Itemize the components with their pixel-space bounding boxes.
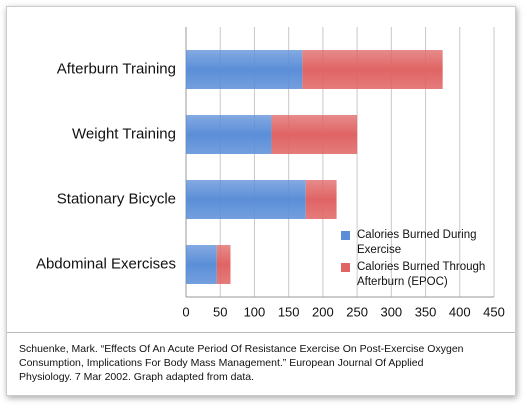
category-label: Weight Training	[72, 125, 176, 142]
bar-segment	[216, 245, 231, 284]
x-tick-label: 0	[182, 304, 189, 319]
source-note: Schuenke, Mark. “Effects Of An Acute Per…	[19, 343, 464, 383]
legend-label: Calories Burned During Exercise	[357, 229, 477, 256]
category-label: Abdominal Exercises	[36, 255, 176, 272]
legend-item: Calories Burned Through Afterburn (EPOC)	[341, 260, 507, 290]
legend-item: Calories Burned During Exercise	[341, 228, 507, 258]
category-label: Stationary Bicycle	[57, 190, 176, 207]
legend-swatch	[341, 263, 350, 272]
x-tick-label: 50	[213, 304, 227, 319]
x-tick-label: 400	[449, 304, 471, 319]
bar-segment	[186, 115, 272, 154]
bar-segment	[271, 115, 358, 154]
x-tick-label: 250	[346, 304, 368, 319]
category-label: Afterburn Training	[57, 60, 176, 77]
x-tick-label: 300	[380, 304, 402, 319]
chart-card: 0 50 100 150 200 250 300 350 400 450 Afterburn Tra…	[6, 6, 516, 396]
x-tick-label: 350	[415, 304, 437, 319]
x-tick-label: 150	[278, 304, 300, 319]
page: {"chart_data": {"type": "stacked-hbar", …	[0, 6, 526, 411]
x-tick-label: 450	[483, 304, 505, 319]
bar-segment	[186, 50, 303, 89]
bar-segment	[186, 180, 306, 219]
x-tick-label: 200	[312, 304, 334, 319]
bar-segment	[305, 180, 337, 219]
divider	[7, 332, 515, 333]
legend-swatch	[341, 231, 350, 240]
legend-label: Calories Burned Through Afterburn (EPOC)	[357, 261, 486, 288]
x-tick-label: 100	[244, 304, 266, 319]
chart: 0 50 100 150 200 250 300 350 400 450 Afterburn Tra…	[36, 27, 505, 319]
bar-segment	[302, 50, 443, 89]
bar-segment	[186, 245, 217, 284]
